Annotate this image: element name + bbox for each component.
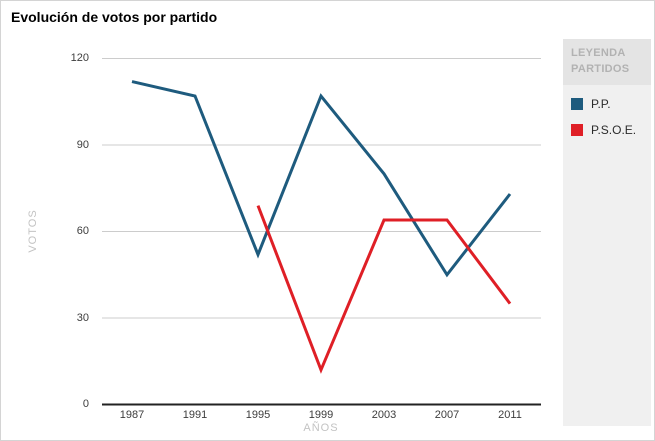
x-tick-label: 1995	[245, 409, 271, 421]
series-line-pp	[131, 80, 512, 278]
legend-panel: LEYENDA PARTIDOS P.P. P.S.O.E.	[563, 39, 651, 426]
legend-swatch	[571, 97, 583, 110]
legend-swatch	[571, 123, 583, 136]
x-axis-title: AÑOS	[303, 422, 339, 434]
chart-title: Evolución de votos por partido	[11, 9, 218, 25]
y-tick-label: 120	[70, 52, 89, 64]
x-tick-label: 1987	[119, 409, 145, 421]
legend-item-psoe[interactable]: P.S.O.E.	[571, 123, 643, 137]
legend-items: P.P. P.S.O.E.	[563, 97, 651, 137]
legend-item-label: P.P.	[591, 96, 611, 111]
x-tick-label: 1999	[308, 409, 334, 421]
x-tick-label: 2003	[371, 409, 397, 421]
legend-item-pp[interactable]: P.P.	[571, 97, 643, 111]
y-tick-label: 90	[76, 138, 89, 151]
y-tick-label: 30	[76, 311, 89, 324]
legend-header: LEYENDA PARTIDOS	[563, 39, 651, 85]
y-axis-title: VOTOS	[27, 209, 39, 253]
y-tick-label: 60	[76, 225, 89, 237]
legend-item-label: P.S.O.E.	[591, 122, 637, 137]
x-tick-label: 1991	[182, 409, 208, 421]
x-tick-label: 2011	[498, 409, 522, 421]
series-line-psoe	[256, 205, 512, 374]
x-tick-label: 2007	[434, 409, 460, 421]
y-tick-label: 0	[82, 398, 89, 410]
